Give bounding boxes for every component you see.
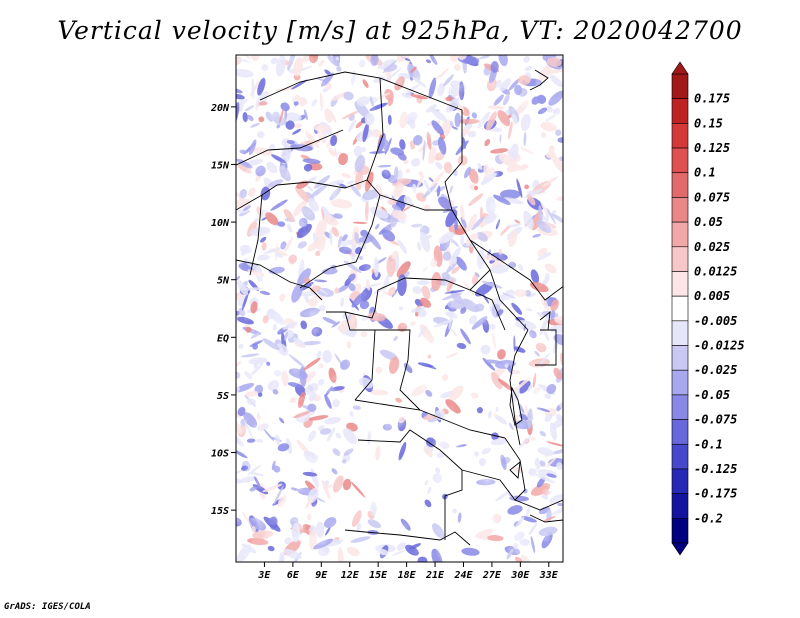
colorbar-label-6: 0.025 — [694, 240, 730, 254]
colorbar-label-7: 0.0125 — [694, 264, 737, 278]
x-tick-label-8: 27E — [482, 570, 502, 581]
colorbar-label-15: -0.125 — [694, 462, 737, 476]
colorbar-swatch-11 — [671, 345, 689, 371]
colorbar-swatch-1 — [671, 98, 689, 124]
colorbar-swatch-2 — [671, 123, 689, 149]
x-tick-label-9: 30E — [510, 570, 530, 581]
colorbar-label-5: 0.05 — [694, 215, 723, 229]
chart-title: Vertical velocity [m/s] at 925hPa, VT: 2… — [57, 16, 743, 45]
y-tick-label-2: 10N — [211, 218, 230, 229]
y-tick-label-7: 15S — [211, 506, 229, 517]
x-tick-label-4: 15E — [369, 570, 388, 581]
colorbar-swatch-4 — [671, 172, 689, 198]
colorbar-label-16: -0.175 — [694, 487, 737, 501]
colorbar-swatch-15 — [671, 443, 689, 470]
y-tick-label-6: 10S — [211, 449, 229, 460]
colorbar: 0.175 0.15 0.125 0.1 0.075 0.05 0.025 0.0125 0.0… — [671, 61, 745, 556]
colorbar-label-17: -0.2 — [694, 511, 723, 525]
colorbar-swatch-5 — [671, 197, 689, 223]
colorbar-swatch-16 — [671, 468, 689, 494]
colorbar-swatch-6 — [671, 221, 689, 248]
colorbar-bottom-arrow — [671, 542, 689, 556]
x-axis: 3E 6E 9E 12E 15E 18E 21E 24E 27E 30E 33E — [257, 562, 559, 581]
y-tick-label-3: 5N — [217, 276, 230, 287]
y-tick-label-5: 5S — [217, 391, 229, 402]
colorbar-label-11: -0.025 — [694, 363, 737, 377]
colorbar-label-4: 0.075 — [694, 190, 730, 204]
colorbar-label-13: -0.075 — [694, 413, 737, 427]
colorbar-label-2: 0.125 — [694, 141, 730, 155]
colorbar-swatch-3 — [671, 147, 689, 174]
x-tick-label-5: 18E — [398, 570, 417, 581]
colorbar-label-1: 0.15 — [694, 116, 723, 130]
colorbar-swatch-7 — [671, 246, 689, 272]
colorbar-label-12: -0.05 — [694, 388, 730, 402]
x-tick-label-10: 33E — [539, 570, 559, 581]
colorbar-label-10: -0.0125 — [694, 339, 745, 353]
colorbar-swatch-8 — [671, 271, 689, 297]
colorbar-label-9: -0.005 — [694, 314, 737, 328]
grads-credit: GrADS: IGES/COLA — [4, 602, 91, 612]
y-tick-label-4: EQ — [217, 333, 229, 344]
colorbar-swatch-14 — [671, 419, 689, 445]
colorbar-swatch-18 — [671, 518, 689, 544]
plot-frame — [235, 54, 564, 563]
colorbar-label-14: -0.1 — [694, 437, 723, 451]
colorbar-swatch-17 — [671, 493, 689, 519]
colorbar-label-8: 0.005 — [694, 289, 730, 303]
x-tick-label-7: 24E — [453, 570, 473, 581]
x-tick-label-2: 9E — [315, 570, 328, 581]
colorbar-label-3: 0.1 — [694, 166, 716, 180]
colorbar-top-arrow — [671, 61, 689, 75]
x-tick-label-0: 3E — [257, 570, 271, 581]
colorbar-swatch-10 — [671, 320, 689, 346]
y-tick-label-0: 20N — [210, 103, 230, 114]
x-tick-label-6: 21E — [425, 570, 445, 581]
colorbar-swatch-0 — [671, 73, 689, 99]
colorbar-label-0: 0.175 — [694, 92, 730, 106]
colorbar-swatch-12 — [671, 369, 689, 396]
x-tick-label-3: 12E — [341, 570, 360, 581]
colorbar-swatch-13 — [671, 394, 689, 420]
velocity-field — [236, 55, 563, 562]
y-axis: 20N 15N 10N 5N EQ 5S 10S 15S — [210, 103, 236, 517]
x-tick-label-1: 6E — [287, 570, 300, 581]
colorbar-swatch-9 — [671, 295, 689, 322]
country-borders — [236, 69, 563, 546]
y-tick-label-1: 15N — [211, 160, 230, 171]
